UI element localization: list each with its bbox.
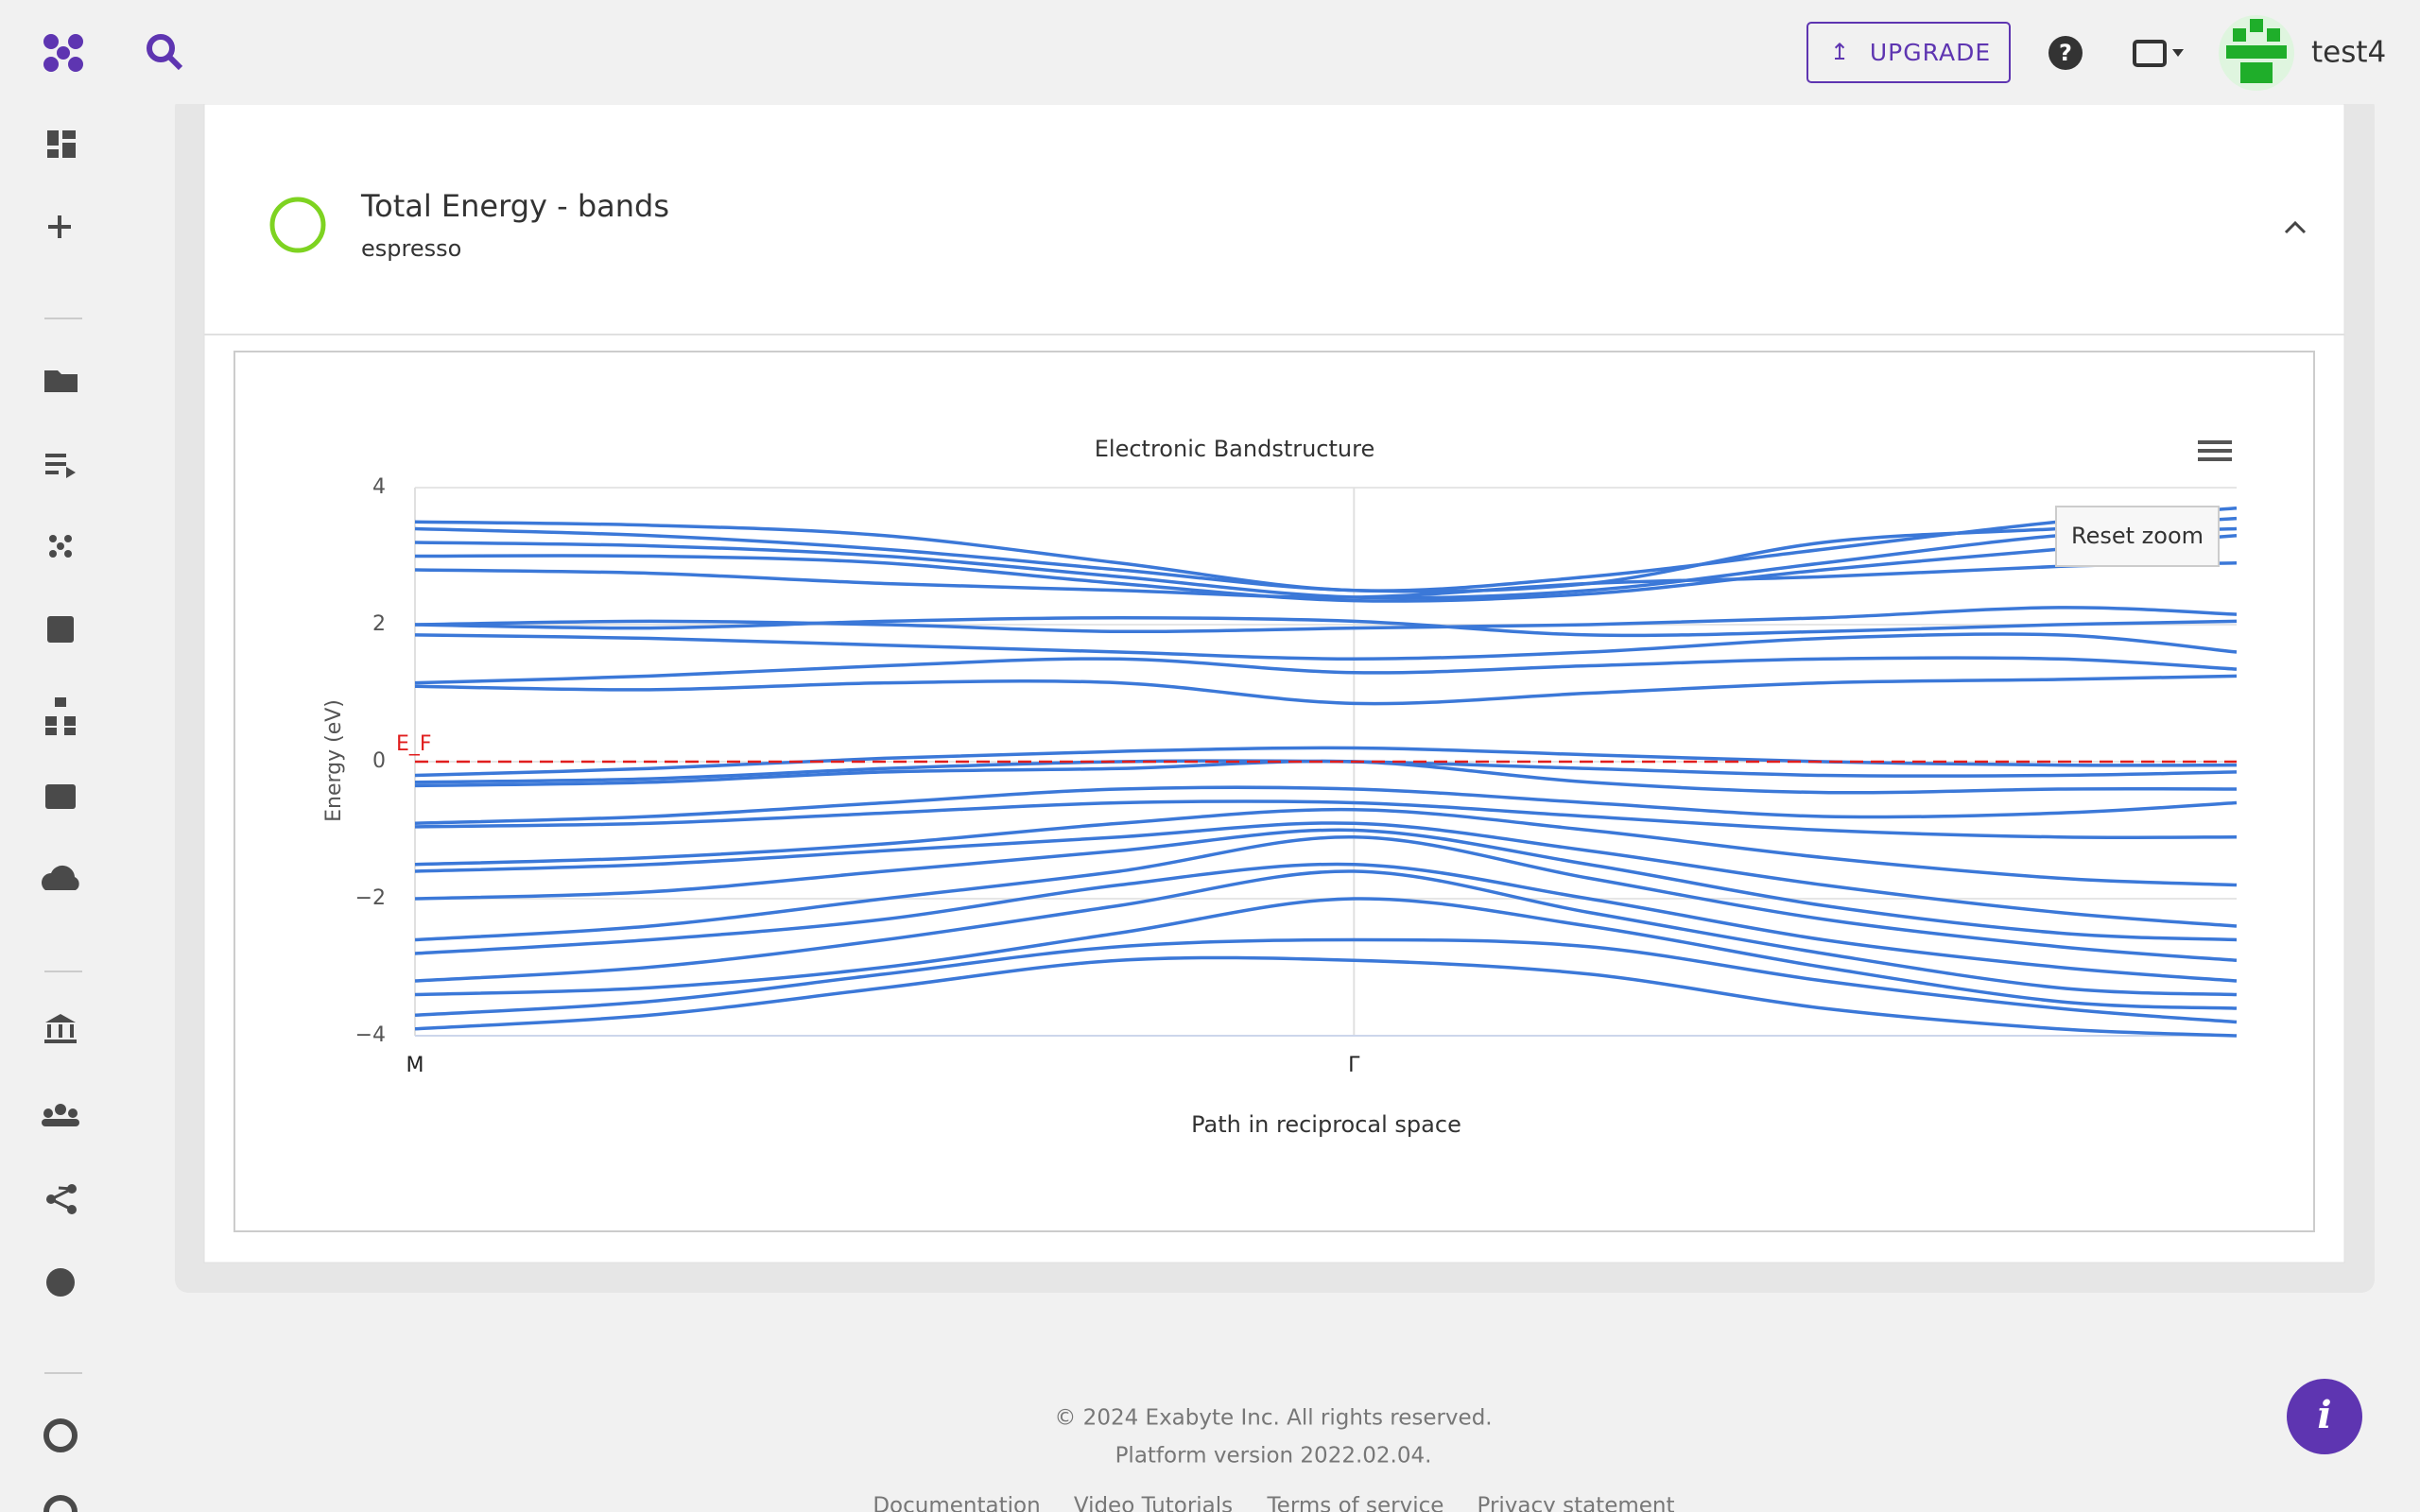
reset-zoom-label[interactable]: Reset zoom xyxy=(2071,523,2204,549)
username[interactable]: test4 xyxy=(2311,36,2386,70)
version: Platform version 2022.02.04. xyxy=(1115,1444,1432,1469)
band-line xyxy=(415,828,2238,942)
band-line xyxy=(415,534,2238,603)
copyright: © 2024 Exabyte Inc. All rights reserved. xyxy=(1054,1406,1492,1431)
chart-title: Electronic Bandstructure xyxy=(1095,436,1374,462)
upgrade-icon: ↥ xyxy=(1830,39,1849,65)
card-subtitle: espresso xyxy=(361,235,461,262)
band-line xyxy=(415,807,2238,887)
terminal-icon[interactable] xyxy=(2133,40,2167,67)
status-circle xyxy=(269,197,326,253)
collapse-chevron[interactable] xyxy=(2284,220,2307,234)
footer-link[interactable]: Terms of service xyxy=(1267,1494,1444,1512)
y-tick-label: 0 xyxy=(372,749,386,773)
sidebar xyxy=(41,130,82,1512)
band-line xyxy=(415,632,2238,662)
fermi-label: E_F xyxy=(396,732,432,756)
x-tick-label: M xyxy=(406,1054,424,1077)
search-icon[interactable] xyxy=(147,34,183,71)
share-lines xyxy=(50,1186,73,1211)
reset-zoom-button[interactable] xyxy=(2055,506,2220,567)
band-line xyxy=(415,606,2238,634)
x-axis-title: Path in reciprocal space xyxy=(1191,1111,1461,1138)
band-line xyxy=(415,674,2238,706)
y-tick-label: 4 xyxy=(372,475,386,499)
band-line xyxy=(415,821,2238,928)
help-glyph: ? xyxy=(2059,40,2072,66)
band-line xyxy=(415,955,2238,1038)
chart-menu[interactable] xyxy=(2198,440,2232,461)
plot: −4 −2 0 2 4 M Γ E_F xyxy=(355,475,2238,1077)
band-line xyxy=(415,615,2238,638)
help-icon[interactable] xyxy=(2048,36,2083,70)
card-title: Total Energy - bands xyxy=(360,188,669,224)
band-line xyxy=(415,656,2238,685)
x-tick-label: Γ xyxy=(1348,1054,1360,1077)
band-line xyxy=(415,785,2238,825)
footer-link[interactable]: Video Tutorials xyxy=(1074,1494,1233,1512)
footer-link[interactable]: Documentation xyxy=(873,1494,1040,1512)
band-line xyxy=(415,869,2238,997)
band-line xyxy=(415,897,2238,1010)
info-button[interactable] xyxy=(2287,1379,2362,1454)
band-line xyxy=(415,516,2238,593)
bands xyxy=(415,507,2238,1038)
upgrade-button[interactable] xyxy=(1806,22,2011,83)
terminal-caret xyxy=(2172,49,2184,57)
info-glyph: i xyxy=(2317,1393,2331,1437)
y-tick-label: 2 xyxy=(372,612,386,636)
band-line xyxy=(415,799,2238,840)
band-line xyxy=(415,834,2238,962)
logo xyxy=(43,34,83,72)
band-line xyxy=(415,862,2238,983)
y-tick-label: −2 xyxy=(355,886,386,910)
avatar-pattern xyxy=(2226,19,2287,83)
band-line xyxy=(415,561,2238,599)
band-line xyxy=(415,746,2238,778)
y-tick-label: −4 xyxy=(355,1023,386,1047)
top-bar xyxy=(0,0,2420,104)
y-axis-title: Energy (eV) xyxy=(322,699,346,822)
band-line xyxy=(415,937,2238,1024)
upgrade-label[interactable]: UPGRADE xyxy=(1870,39,1991,66)
footer-link[interactable]: Privacy statement xyxy=(1478,1494,1675,1512)
